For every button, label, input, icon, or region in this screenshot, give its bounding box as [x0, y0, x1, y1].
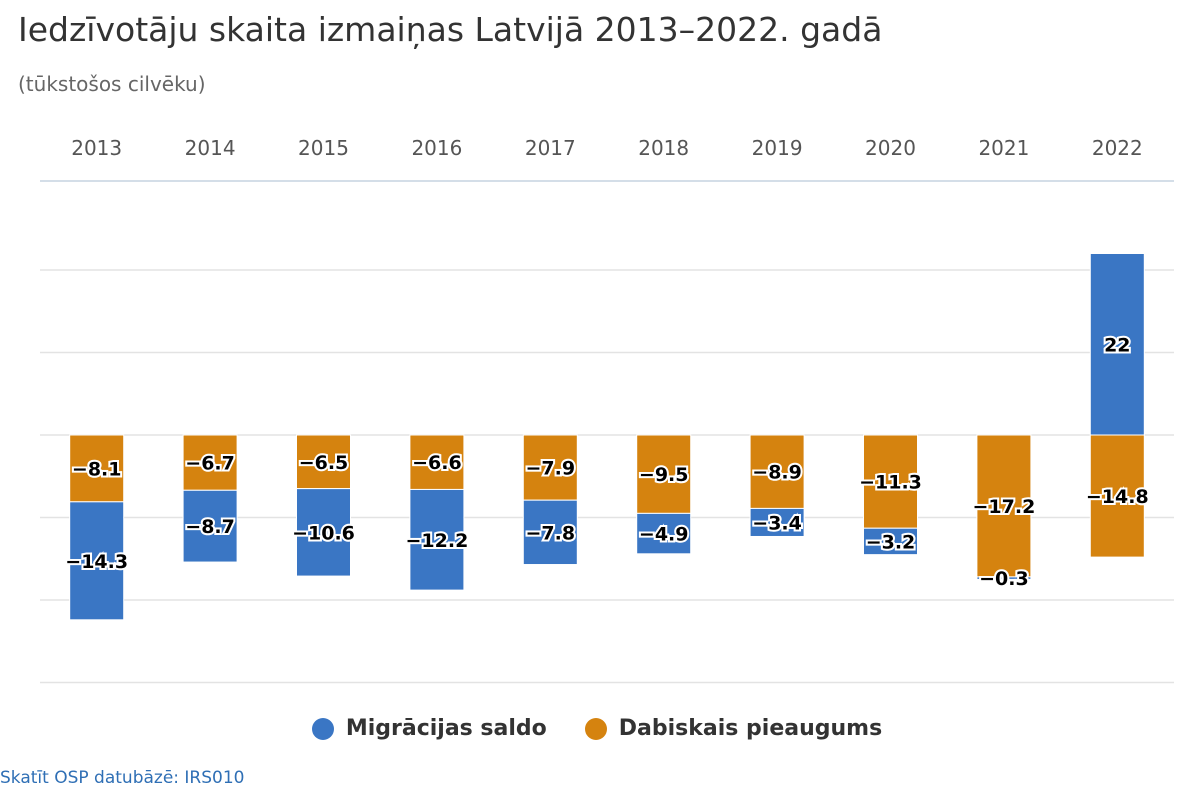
data-label: −12.2 — [405, 530, 468, 552]
x-tick-label: 2013 — [71, 136, 122, 160]
bar-natural-increase[interactable] — [296, 434, 351, 490]
data-label: −4.9 — [639, 524, 689, 546]
legend: Migrācijas saldo Dabiskais pieaugums — [0, 716, 1194, 741]
data-label: −8.9 — [752, 462, 802, 484]
data-label: −6.7 — [185, 453, 235, 475]
data-label: −11.3 — [859, 472, 922, 494]
x-axis-labels: 2013 2014 2015 2016 2017 2018 2019 2020 2021 2022 — [71, 136, 1143, 160]
bar-migration[interactable] — [69, 501, 125, 621]
bar-migration[interactable] — [522, 499, 578, 566]
bar-natural-increase[interactable] — [409, 434, 465, 490]
bar-migration[interactable] — [182, 489, 238, 563]
data-label: −0.3 — [979, 568, 1029, 590]
bar-migration[interactable] — [409, 488, 465, 591]
data-label: −3.2 — [866, 531, 916, 553]
legend-label-migration: Migrācijas saldo — [345, 716, 547, 741]
legend-marker-migration — [311, 717, 334, 740]
bar-migration[interactable] — [976, 576, 1032, 580]
data-label: −8.1 — [72, 458, 122, 480]
bar-migration[interactable] — [1089, 253, 1145, 436]
legend-item-natural-increase[interactable]: Dabiskais pieaugums — [584, 716, 883, 741]
legend-label-natural-increase: Dabiskais pieaugums — [618, 716, 883, 741]
x-tick-label: 2018 — [638, 136, 689, 160]
x-tick-label: 2014 — [185, 136, 236, 160]
x-tick-label: 2020 — [865, 136, 916, 160]
data-label: −14.8 — [1086, 486, 1149, 508]
bar-migration[interactable] — [296, 488, 351, 577]
x-tick-label: 2021 — [978, 136, 1029, 160]
legend-marker-natural-increase — [584, 717, 607, 740]
bar-natural-increase[interactable] — [1089, 434, 1145, 558]
bar-migration[interactable] — [749, 507, 805, 537]
bars — [69, 253, 1145, 621]
data-label: −7.9 — [526, 458, 576, 480]
data-label: −6.6 — [412, 452, 462, 474]
bar-natural-increase[interactable] — [976, 434, 1032, 578]
bar-natural-increase[interactable] — [749, 434, 805, 509]
data-label: −10.6 — [292, 522, 355, 544]
x-tick-label: 2022 — [1092, 136, 1143, 160]
data-label: 22 — [1104, 334, 1130, 356]
data-label: −14.3 — [65, 551, 128, 573]
x-tick-label: 2015 — [298, 136, 349, 160]
gridlines — [40, 180, 1174, 684]
bar-natural-increase[interactable] — [522, 434, 578, 501]
bar-migration[interactable] — [636, 512, 692, 555]
bar-natural-increase[interactable] — [863, 434, 918, 529]
data-labels: −8.1 −14.3 −6.7 −8.7 −6.5 −10.6 −6.6 −12.2 −7.9 −… — [63, 332, 1150, 592]
bar-natural-increase[interactable] — [69, 434, 125, 503]
x-tick-label: 2016 — [411, 136, 462, 160]
chart-title: Iedzīvotāju skaita izmaiņas Latvijā 2013… — [18, 10, 883, 49]
chart-subtitle: (tūkstošos cilvēku) — [18, 72, 206, 96]
x-tick-label: 2017 — [525, 136, 576, 160]
data-label: −3.4 — [752, 512, 802, 534]
bar-natural-increase[interactable] — [182, 434, 238, 491]
source-link[interactable]: Skatīt OSP datubāzē: IRS010 — [0, 768, 245, 788]
bar-natural-increase[interactable] — [636, 434, 692, 514]
x-tick-label: 2019 — [752, 136, 803, 160]
bar-migration[interactable] — [863, 527, 918, 556]
data-label: −7.8 — [526, 522, 576, 544]
data-label: −9.5 — [639, 464, 689, 486]
legend-item-migration[interactable]: Migrācijas saldo — [311, 716, 547, 741]
data-label: −17.2 — [972, 496, 1035, 518]
data-label: −6.5 — [299, 452, 349, 474]
data-label: −8.7 — [185, 516, 235, 538]
